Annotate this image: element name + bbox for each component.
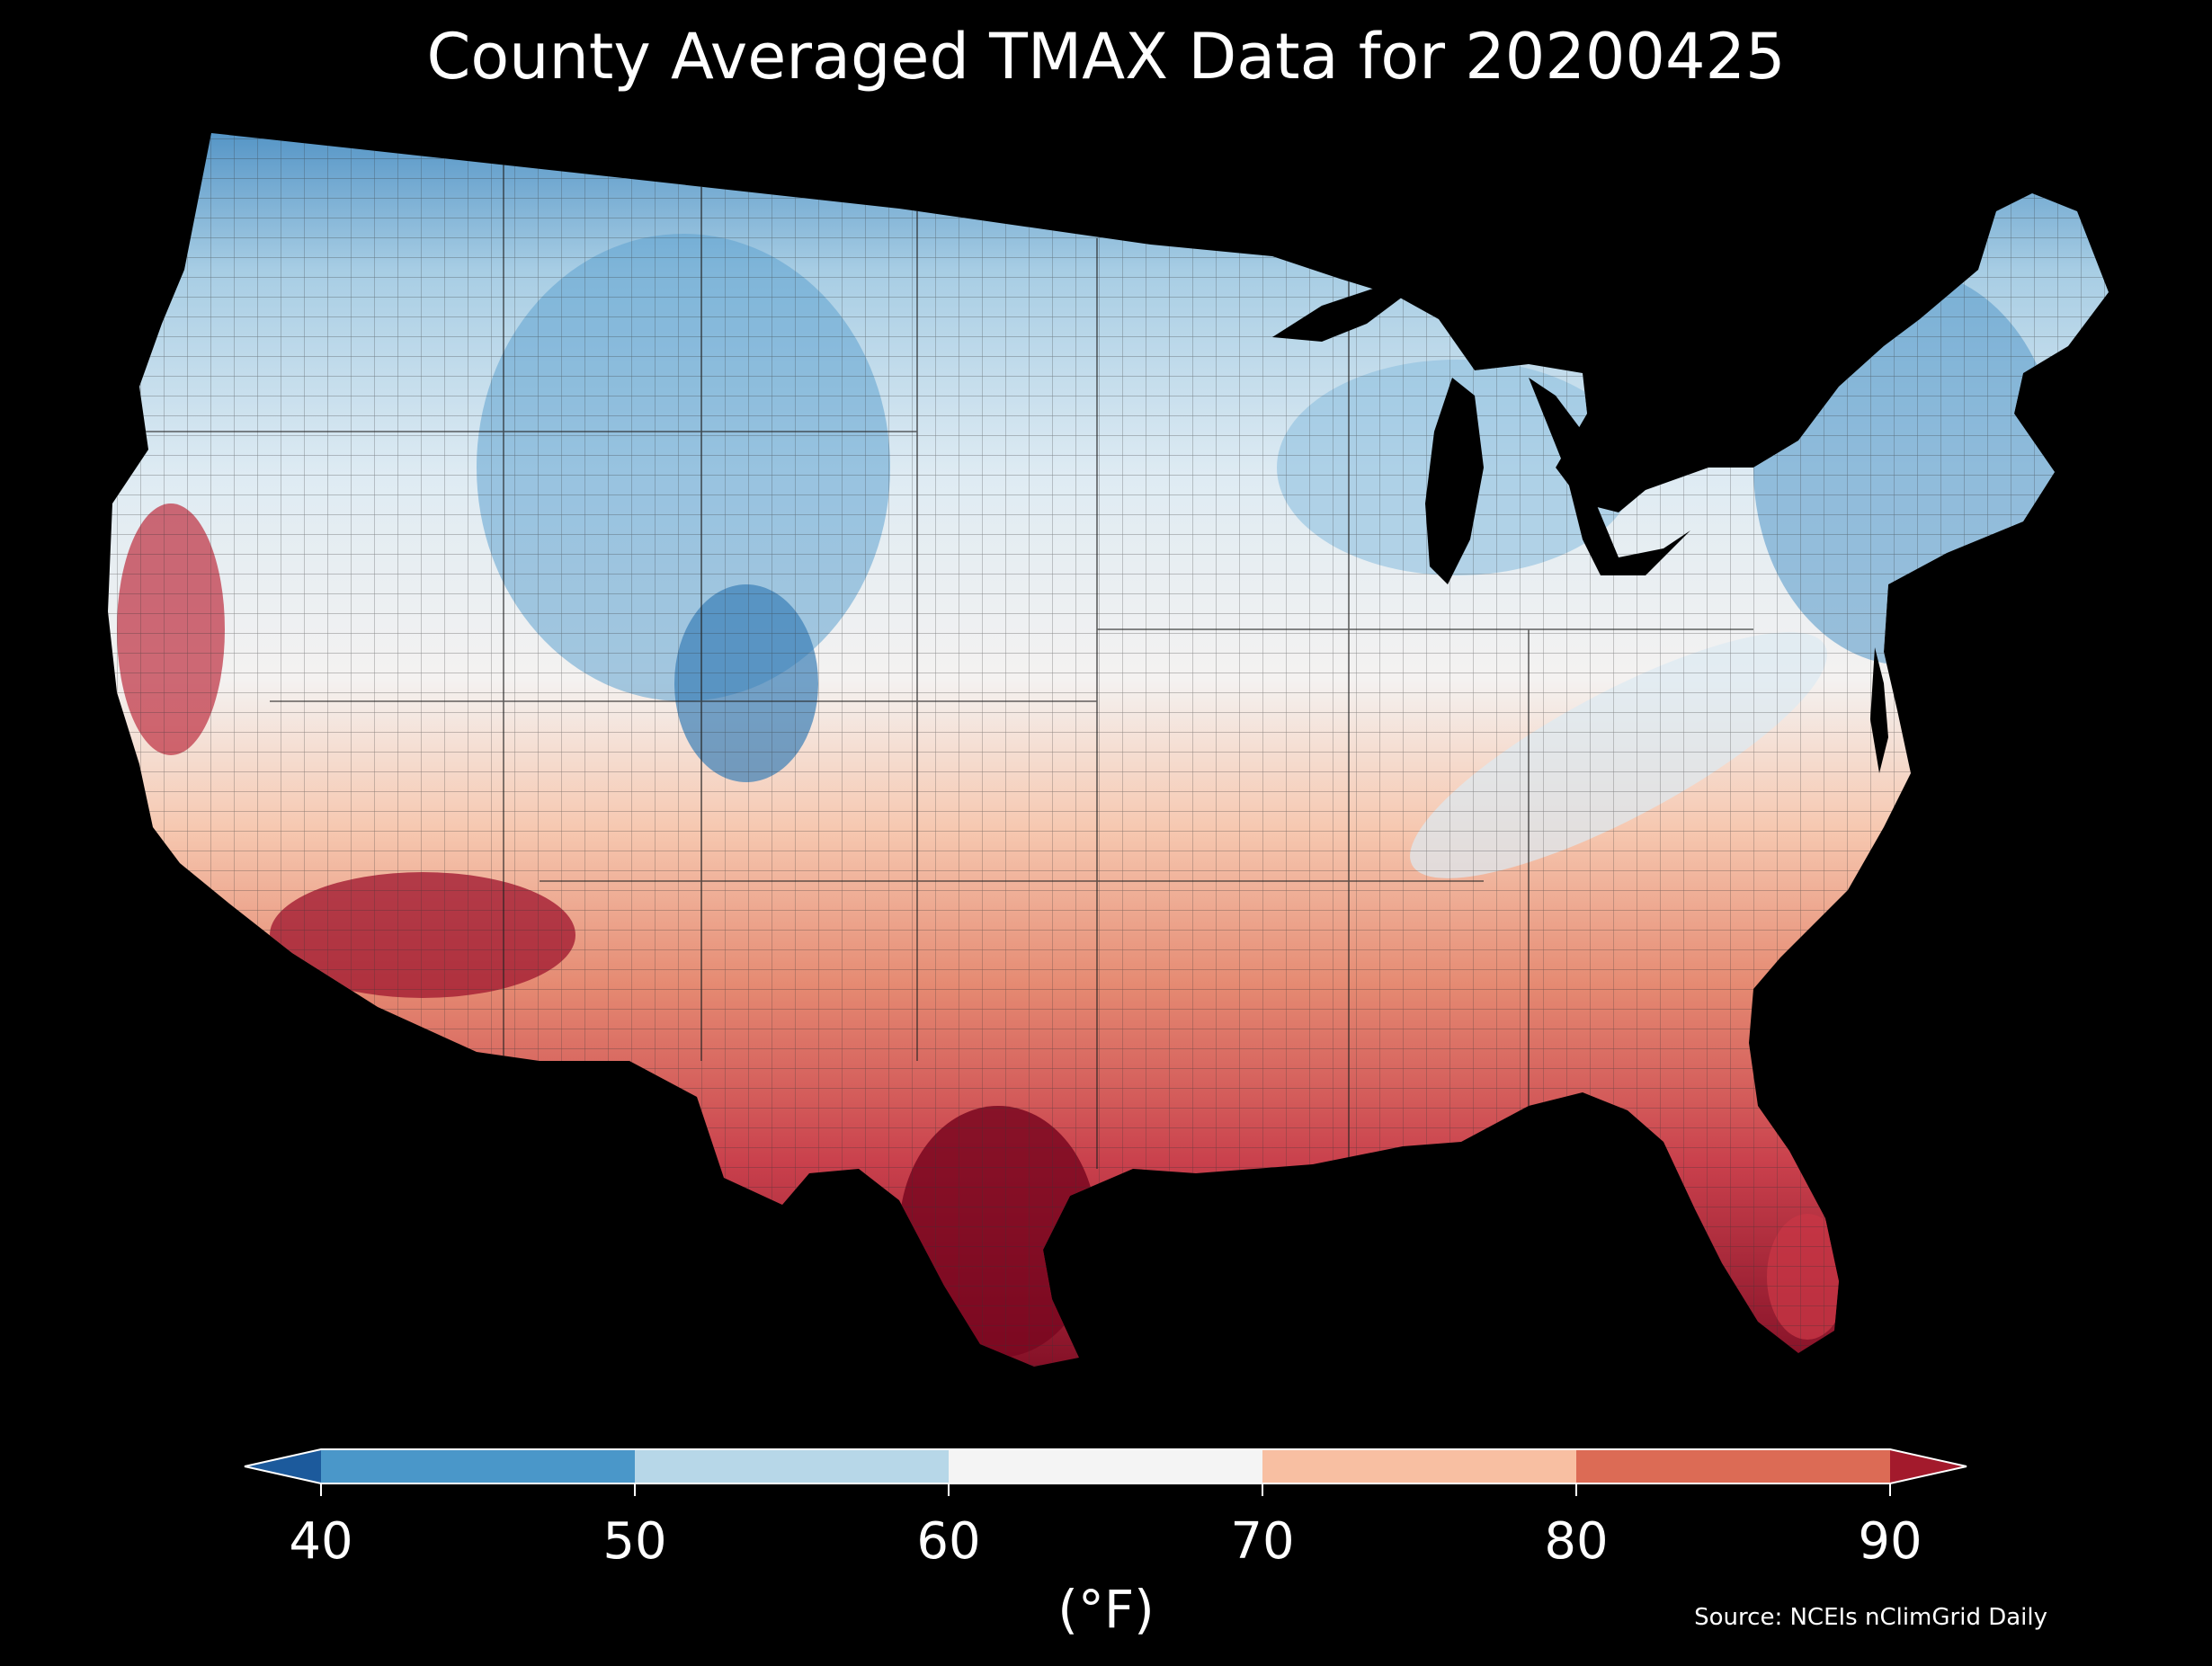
map-title: County Averaged TMAX Data for 20200425: [426, 20, 1786, 94]
colorbar-bin-70-80: [1262, 1449, 1576, 1483]
colorbar-bin-80-90: [1576, 1449, 1890, 1483]
colorbar-tick-80: 80: [1544, 1512, 1609, 1571]
colorbar-bin-60-70: [949, 1449, 1262, 1483]
colorbar-tick-60: 60: [916, 1512, 981, 1571]
lake-superior: [1272, 288, 1403, 342]
colorbar-bin-40-50: [321, 1449, 635, 1483]
state-lines: [135, 162, 1753, 1169]
colorbar-tick-50: 50: [602, 1512, 667, 1571]
chesapeake-bay: [1870, 647, 1888, 773]
colorbar-tick-70: 70: [1230, 1512, 1295, 1571]
lake-huron-erie: [1529, 378, 1690, 575]
lake-michigan: [1425, 378, 1484, 584]
colorbar-tick-90: 90: [1858, 1512, 1922, 1571]
colorbar-unit-label: (°F): [1057, 1579, 1155, 1640]
source-credit: Source: NCEIs nClimGrid Daily: [1694, 1604, 2047, 1631]
colorbar-tick-40: 40: [289, 1512, 353, 1571]
colorbar-bin-50-60: [635, 1449, 949, 1483]
colorbar-under-extend: [245, 1449, 321, 1483]
colorbar-over-extend: [1890, 1449, 1967, 1483]
